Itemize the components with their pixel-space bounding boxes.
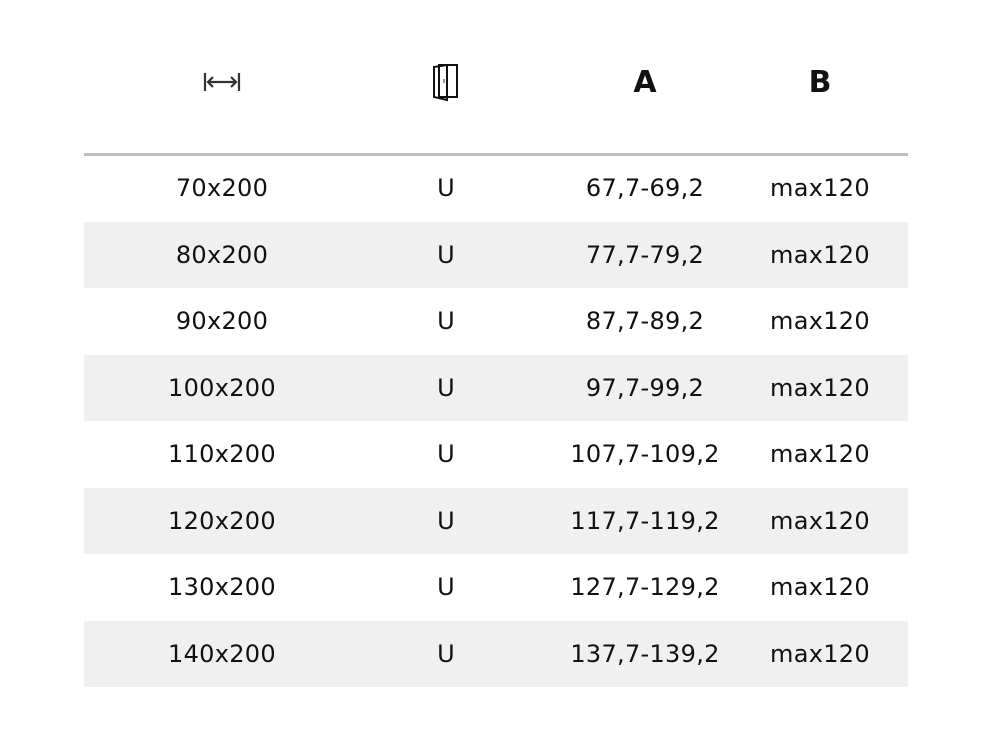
a-cell: 117,7-119,2	[570, 506, 720, 535]
door-icon	[386, 58, 506, 106]
a-cell: 107,7-109,2	[570, 440, 720, 469]
table-header: A B	[84, 0, 908, 156]
table-row: 80x200 U 77,7-79,2 max120	[84, 221, 908, 288]
a-cell: 67,7-69,2	[585, 174, 705, 203]
type-cell: U	[437, 174, 455, 203]
column-a-header: A	[633, 64, 657, 100]
type-cell: U	[437, 440, 455, 469]
table-row: 90x200 U 87,7-89,2 max120	[84, 288, 908, 355]
size-cell: 80x200	[175, 240, 269, 269]
b-cell: max120	[770, 573, 870, 602]
b-cell: max120	[770, 373, 870, 402]
b-cell: max120	[770, 307, 870, 336]
table-row: 120x200 U 117,7-119,2 max120	[84, 487, 908, 554]
size-cell: 140x200	[168, 639, 276, 668]
type-cell: U	[437, 373, 455, 402]
type-cell: U	[437, 240, 455, 269]
b-cell: max120	[770, 240, 870, 269]
b-cell: max120	[770, 639, 870, 668]
header-divider	[84, 153, 908, 156]
column-b-header: B	[808, 64, 832, 100]
table-row: 110x200 U 107,7-109,2 max120	[84, 421, 908, 488]
b-cell: max120	[770, 440, 870, 469]
b-cell: max120	[770, 506, 870, 535]
a-cell: 87,7-89,2	[585, 307, 705, 336]
size-table: A B 70x200 U 67,7-69,2 max120 80x200 U 77,7-79…	[84, 0, 908, 687]
width-arrows-icon	[142, 58, 302, 106]
a-cell: 137,7-139,2	[570, 639, 720, 668]
type-cell: U	[437, 506, 455, 535]
a-cell: 127,7-129,2	[570, 573, 720, 602]
type-cell: U	[437, 573, 455, 602]
size-cell: 70x200	[175, 174, 269, 203]
size-cell: 110x200	[168, 440, 276, 469]
size-cell: 130x200	[168, 573, 276, 602]
type-cell: U	[437, 307, 455, 336]
a-cell: 77,7-79,2	[585, 240, 705, 269]
size-cell: 120x200	[168, 506, 276, 535]
table-row: 140x200 U 137,7-139,2 max120	[84, 620, 908, 687]
size-cell: 90x200	[175, 307, 269, 336]
table-row: 70x200 U 67,7-69,2 max120	[84, 155, 908, 222]
b-cell: max120	[770, 174, 870, 203]
a-cell: 97,7-99,2	[585, 373, 705, 402]
type-cell: U	[437, 639, 455, 668]
table-row: 100x200 U 97,7-99,2 max120	[84, 354, 908, 421]
size-cell: 100x200	[168, 373, 276, 402]
table-row: 130x200 U 127,7-129,2 max120	[84, 554, 908, 621]
